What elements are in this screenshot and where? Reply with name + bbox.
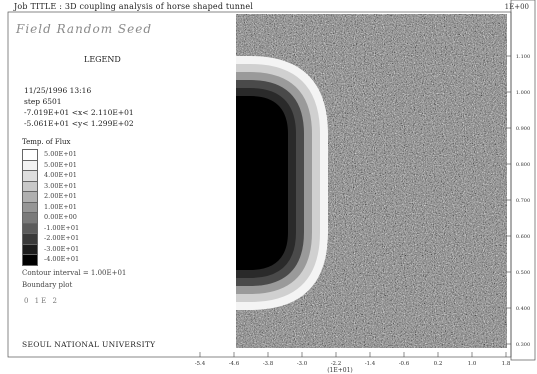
x-tick-label: -2.2 — [331, 361, 342, 367]
y-tick-label: 0.400 — [516, 306, 530, 312]
step-count: step 6501 — [24, 97, 62, 106]
y-range: -5.061E+01 <y< 1.299E+02 — [24, 119, 134, 128]
scale-value: -1.00E+01 — [44, 223, 80, 232]
x-tick-label: -4.6 — [229, 361, 240, 367]
job-title: Job TITLE : 3D coupling analysis of hors… — [14, 2, 254, 11]
scale-value: -4.00E+01 — [44, 255, 80, 263]
scale-value: 5.00E+01 — [44, 150, 77, 158]
x-tick-label: -0.6 — [399, 361, 410, 367]
y-tick-label: 0.500 — [516, 270, 530, 276]
scale-value: -3.00E+01 — [44, 244, 80, 253]
y-tick-label: 1.100 — [516, 54, 530, 60]
right-axis-frame — [510, 0, 536, 361]
legend-panel-bg — [9, 13, 236, 356]
y-tick-label: 0.300 — [516, 342, 530, 348]
scale-value: -2.00E+01 — [44, 234, 80, 242]
scale-value: 3.00E+01 — [44, 181, 77, 190]
x-tick-label: 1.0 — [468, 361, 477, 367]
x-tick-label: 0.2 — [434, 361, 443, 367]
y-tick-label: 0.700 — [516, 198, 530, 204]
y-tick-label: 0.600 — [516, 234, 530, 240]
scale-swatch — [22, 254, 38, 266]
x-axis-label: (1E+01) — [327, 367, 353, 374]
tunnel-cross-section — [236, 56, 328, 310]
y-tick-label: 0.800 — [516, 162, 530, 168]
scale-value: 1.00E+01 — [44, 202, 77, 211]
y-axis-ticks: 1.100 1.000 0.900 0.800 0.700 0.600 0.500 0.400… — [506, 54, 530, 348]
tunnel-ring — [236, 96, 288, 270]
y-tick-label: 1.000 — [516, 90, 530, 96]
scale-value: 5.00E+01 — [44, 160, 77, 169]
x-tick-label: -5.4 — [195, 361, 206, 367]
y-tick-label: 0.900 — [516, 126, 530, 132]
scale-value: 2.00E+01 — [44, 192, 77, 200]
x-axis-ticks: -5.4 -4.6 -3.8 -3.0 -2.2 -1.4 -0.6 0.2 1.0 1.8 — [195, 352, 511, 367]
scale-value: 4.00E+01 — [44, 171, 77, 179]
x-tick-label: -3.8 — [263, 361, 274, 367]
contour-interval: Contour interval = 1.00E+01 — [22, 269, 127, 277]
panel-subtitle: Field Random Seed — [16, 22, 152, 36]
scale-value: 0.00E+00 — [44, 213, 77, 221]
units-label: 1E+00 — [504, 3, 529, 11]
x-tick-label: 1.8 — [502, 361, 511, 367]
scale-bar-label: 0 1E 2 — [24, 297, 59, 305]
x-tick-label: -1.4 — [365, 361, 376, 367]
x-range: -7.019E+01 <x< 2.110E+01 — [24, 108, 134, 117]
x-tick-label: -3.0 — [297, 361, 308, 367]
contour-heading: Temp. of Flux — [22, 138, 71, 146]
university-name: SEOUL NATIONAL UNIVERSITY — [22, 340, 156, 349]
timestamp: 11/25/1996 13:16 — [24, 86, 92, 95]
legend-heading: LEGEND — [84, 55, 121, 64]
boundary-plot-label: Boundary plot — [22, 281, 73, 289]
